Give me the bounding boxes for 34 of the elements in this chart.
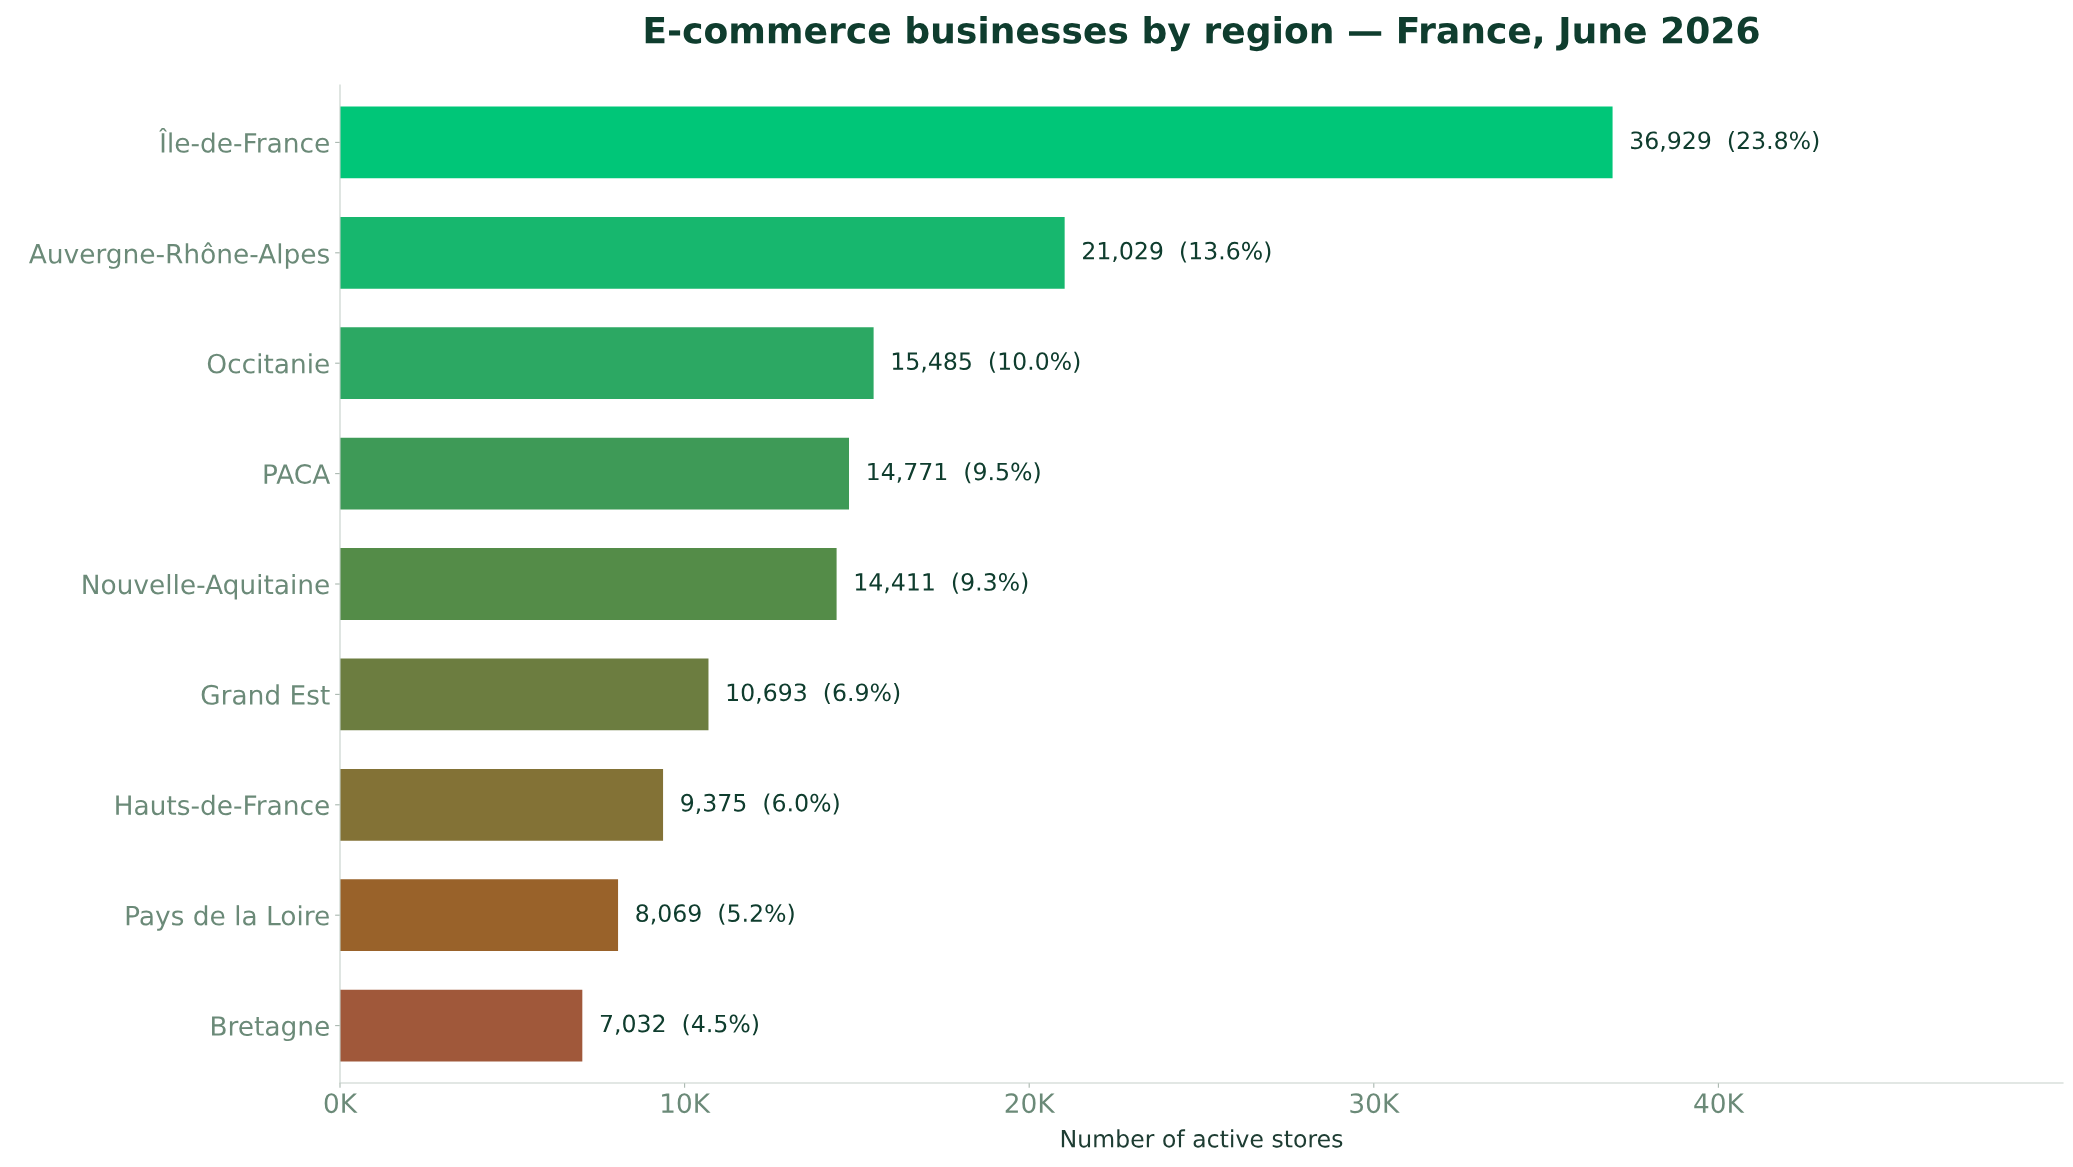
x-tick-label: 10K: [662, 1093, 711, 1114]
data-label: 9,375 (6.0%): [681, 793, 839, 815]
data-label: 10,693 (6.9%): [727, 683, 900, 705]
y-tick-label: Hauts-de-France: [116, 794, 329, 816]
data-label: 14,411 (9.3%): [855, 572, 1028, 594]
x-tick-label: 30K: [1350, 1093, 1400, 1114]
y-tick-label: Grand Est: [201, 684, 330, 705]
bar: [340, 989, 583, 1062]
y-tick-label: Pays de la Loire: [126, 905, 329, 931]
y-tick-label: PACA: [264, 464, 331, 484]
x-tick-label: 0K: [324, 1093, 358, 1114]
data-label: 14,771 (9.5%): [868, 462, 1040, 484]
data-label: 36,929 (23.8%): [1631, 131, 1819, 153]
bar: [340, 879, 619, 952]
y-tick-label: Occitanie: [207, 353, 329, 374]
x-tick-label: 20K: [1005, 1093, 1056, 1114]
data-label: 8,069 (5.2%): [636, 903, 794, 925]
y-tick-label: Île-de-France: [159, 127, 329, 153]
bar: [340, 437, 850, 510]
y-tick-label: Auvergne-Rhône-Alpes: [29, 242, 329, 269]
bar: [340, 548, 837, 620]
chart-title: E-commerce businesses by region — France, June 2026: [645, 15, 1759, 52]
bar: [340, 658, 709, 731]
x-tick-label: 40K: [1694, 1093, 1745, 1114]
bar: [340, 768, 664, 841]
y-tick-label: Bretagne: [212, 1016, 329, 1042]
data-label: 7,032 (4.5%): [600, 1014, 758, 1036]
data-label: 15,485 (10.0%): [892, 351, 1080, 373]
y-tick-label: Nouvelle-Aquitaine: [83, 573, 329, 600]
x-axis-title: Number of active stores: [1061, 1129, 1343, 1148]
bar: [340, 106, 1613, 179]
bar: [340, 216, 1065, 289]
data-label: 21,029 (13.6%): [1083, 241, 1271, 263]
bar: [340, 327, 874, 400]
